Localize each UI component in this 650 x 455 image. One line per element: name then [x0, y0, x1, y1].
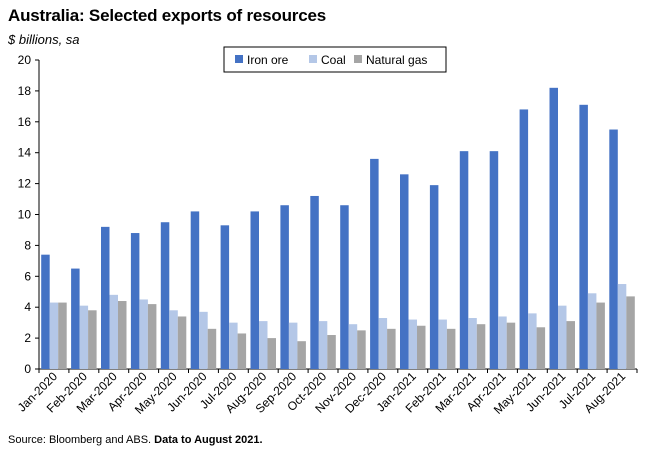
bar-coal: [438, 319, 447, 369]
bar-iron-ore: [519, 109, 529, 369]
bar-coal: [558, 305, 567, 369]
y-tick-label: 12: [18, 177, 32, 191]
bar-coal: [528, 313, 537, 369]
source-bold-text: Data to August 2021.: [154, 434, 263, 446]
y-tick-label: 4: [24, 300, 31, 314]
bar-natural-gas: [177, 316, 187, 369]
source-note: Source: Bloomberg and ABS. Data to Augus…: [8, 434, 263, 446]
bar-iron-ore: [400, 174, 409, 369]
bar-natural-gas: [58, 302, 67, 369]
bar-natural-gas: [357, 330, 366, 369]
bar-natural-gas: [446, 328, 456, 369]
bar-coal: [169, 310, 178, 369]
bar-iron-ore: [340, 205, 349, 369]
bar-natural-gas: [118, 301, 127, 369]
y-tick-label: 6: [24, 269, 31, 283]
bar-iron-ore: [130, 233, 140, 369]
bar-natural-gas: [417, 325, 426, 369]
bar-natural-gas: [536, 327, 546, 369]
bar-iron-ore: [489, 151, 499, 369]
y-tick-label: 8: [24, 238, 31, 252]
bar-iron-ore: [220, 225, 230, 369]
bar-coal: [79, 305, 89, 369]
bar-coal: [259, 321, 268, 369]
bar-iron-ore: [101, 226, 110, 369]
bar-iron-ore: [370, 158, 379, 369]
y-tick-label: 14: [18, 146, 32, 160]
bar-iron-ore: [71, 268, 80, 369]
legend: Iron ore Coal Natural gas: [223, 46, 447, 73]
bar-iron-ore: [549, 87, 558, 369]
bar-coal: [199, 311, 208, 369]
legend-box: [223, 46, 447, 73]
bar-iron-ore: [41, 254, 50, 369]
bar-natural-gas: [626, 296, 635, 369]
bar-natural-gas: [387, 328, 396, 369]
bar-natural-gas: [596, 302, 605, 369]
bar-natural-gas: [147, 304, 157, 369]
bar-iron-ore: [160, 222, 170, 369]
bar-natural-gas: [566, 321, 575, 369]
bar-iron-ore: [609, 129, 618, 369]
bar-coal: [378, 318, 388, 369]
bar-natural-gas: [327, 335, 336, 369]
source-text: Source: Bloomberg and ABS.: [8, 434, 152, 446]
bar-coal: [229, 322, 238, 369]
bar-iron-ore: [280, 205, 289, 369]
legend-label: Coal: [321, 53, 346, 67]
y-tick-label: 16: [18, 115, 32, 129]
bar-iron-ore: [250, 211, 259, 369]
bar-iron-ore: [190, 211, 200, 369]
bar-natural-gas: [297, 341, 306, 369]
chart-bars: [41, 87, 635, 370]
legend-swatch: [354, 55, 362, 63]
y-tick-label: 2: [24, 331, 31, 345]
chart-subtitle: $ billions, sa: [8, 32, 80, 47]
bar-coal: [139, 299, 148, 369]
bar-iron-ore: [429, 185, 439, 369]
bar-coal: [288, 322, 298, 369]
bar-natural-gas: [506, 322, 516, 369]
bar-coal: [587, 293, 597, 369]
bar-natural-gas: [207, 328, 217, 369]
bar-coal: [408, 319, 417, 369]
bar-natural-gas: [267, 338, 276, 369]
bar-natural-gas: [237, 333, 247, 369]
legend-label: Natural gas: [366, 53, 427, 67]
bar-natural-gas: [476, 324, 486, 369]
y-tick-label: 20: [18, 53, 32, 67]
chart-title: Australia: Selected exports of resources: [8, 6, 326, 25]
bar-coal: [468, 318, 477, 369]
bar-coal: [49, 302, 59, 369]
legend-swatch: [235, 55, 243, 63]
x-axis-labels: Jan-2020Feb-2020Mar-2020Apr-2020May-2020…: [15, 369, 629, 417]
bar-iron-ore: [579, 104, 588, 370]
legend-label: Iron ore: [247, 53, 289, 67]
bar-iron-ore: [310, 195, 319, 369]
bar-iron-ore: [459, 151, 469, 369]
y-tick-label: 0: [24, 362, 31, 376]
bar-natural-gas: [88, 310, 97, 369]
bar-coal: [617, 284, 627, 369]
bar-coal: [318, 321, 328, 369]
legend-swatch: [309, 55, 317, 63]
bar-coal: [498, 316, 507, 369]
bar-coal: [348, 324, 358, 369]
y-tick-label: 18: [18, 84, 32, 98]
y-tick-label: 10: [18, 208, 32, 222]
bar-coal: [109, 294, 118, 369]
